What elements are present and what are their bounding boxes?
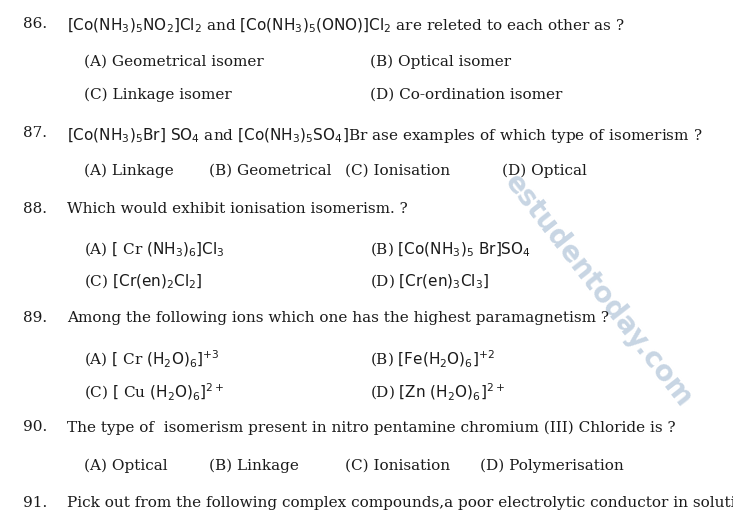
- Text: 86.: 86.: [23, 17, 48, 31]
- Text: (D) Optical: (D) Optical: [502, 164, 587, 179]
- Text: Pick out from the following complex compounds,a poor electrolytic conductor in s: Pick out from the following complex comp…: [67, 496, 733, 511]
- Text: (A) Geometrical isomer: (A) Geometrical isomer: [84, 55, 264, 69]
- Text: (D) Polymerisation: (D) Polymerisation: [480, 458, 624, 473]
- Text: (B) Optical isomer: (B) Optical isomer: [370, 55, 512, 69]
- Text: (C) $[$ Cu $(\mathrm{H_2O})_6]^{2+}$: (C) $[$ Cu $(\mathrm{H_2O})_6]^{2+}$: [84, 382, 225, 403]
- Text: 88.: 88.: [23, 202, 48, 216]
- Text: (D) $[\mathrm{Zn}$ $(\mathrm{H_2O})_6]^{2+}$: (D) $[\mathrm{Zn}$ $(\mathrm{H_2O})_6]^{…: [370, 382, 505, 403]
- Text: (C) Linkage isomer: (C) Linkage isomer: [84, 88, 232, 102]
- Text: 91.: 91.: [23, 496, 48, 511]
- Text: The type of  isomerism present in nitro pentamine chromium (III) Chloride is ?: The type of isomerism present in nitro p…: [67, 420, 676, 435]
- Text: Among the following ions which one has the highest paramagnetism ?: Among the following ions which one has t…: [67, 311, 609, 325]
- Text: (A) Linkage: (A) Linkage: [84, 164, 174, 179]
- Text: (D) $[\mathrm{Cr(en)_3Cl_3}]$: (D) $[\mathrm{Cr(en)_3Cl_3}]$: [370, 273, 490, 291]
- Text: 87.: 87.: [23, 126, 48, 140]
- Text: $[\mathrm{Co(NH_3)_5Br]}$ $\mathrm{SO_4}$ and $[\mathrm{Co(NH_3)_5SO_4]}$Br ase : $[\mathrm{Co(NH_3)_5Br]}$ $\mathrm{SO_4}…: [67, 126, 703, 145]
- Text: Which would exhibit ionisation isomerism. ?: Which would exhibit ionisation isomerism…: [67, 202, 408, 216]
- Text: 89.: 89.: [23, 311, 48, 325]
- Text: (C) $[\mathrm{Cr(en)_2Cl_2}]$: (C) $[\mathrm{Cr(en)_2Cl_2}]$: [84, 273, 203, 291]
- Text: (B) Geometrical: (B) Geometrical: [209, 164, 331, 178]
- Text: $[\mathrm{Co(NH_3)_5NO_2]Cl_2}$ and $[\mathrm{Co(NH_3)_5(ONO)]Cl_2}$ are releted: $[\mathrm{Co(NH_3)_5NO_2]Cl_2}$ and $[\m…: [67, 17, 625, 35]
- Text: (B) $[\mathrm{Co(NH_3)_5}$ $\mathrm{Br]SO_4}$: (B) $[\mathrm{Co(NH_3)_5}$ $\mathrm{Br]S…: [370, 240, 531, 258]
- Text: estudentoday.com: estudentoday.com: [498, 169, 698, 413]
- Text: (A) Optical: (A) Optical: [84, 458, 168, 473]
- Text: 90.: 90.: [23, 420, 48, 434]
- Text: (B) Linkage: (B) Linkage: [209, 458, 299, 473]
- Text: (A) $[$ Cr $(\mathrm{H_2O})_6]^{+3}$: (A) $[$ Cr $(\mathrm{H_2O})_6]^{+3}$: [84, 349, 220, 370]
- Text: (C) Ionisation: (C) Ionisation: [345, 164, 449, 178]
- Text: (A) $[$ Cr $(\mathrm{NH_3})_6]\mathrm{Cl_3}$: (A) $[$ Cr $(\mathrm{NH_3})_6]\mathrm{Cl…: [84, 240, 225, 258]
- Text: (C) Ionisation: (C) Ionisation: [345, 458, 449, 472]
- Text: (D) Co-ordination isomer: (D) Co-ordination isomer: [370, 88, 562, 102]
- Text: (B) $[\mathrm{Fe(H_2O)_6}]^{+2}$: (B) $[\mathrm{Fe(H_2O)_6}]^{+2}$: [370, 349, 495, 370]
